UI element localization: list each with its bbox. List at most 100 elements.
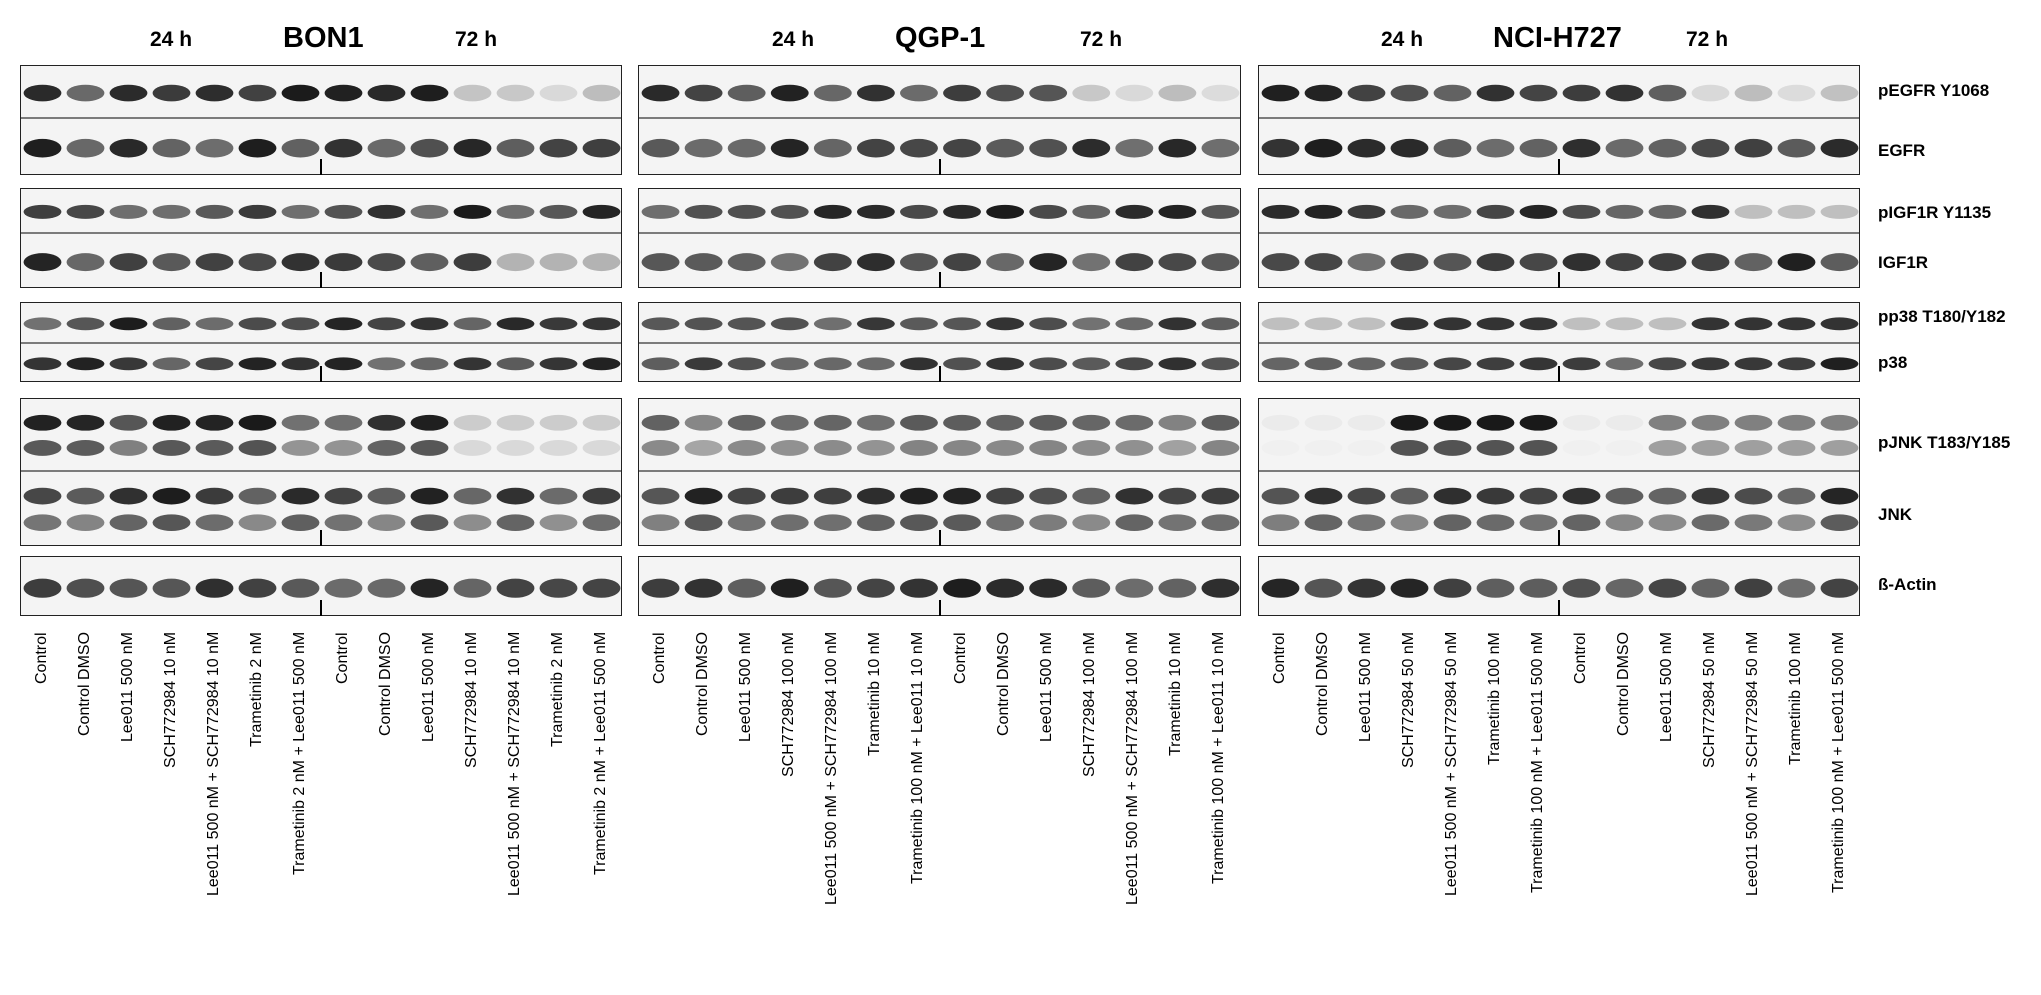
band (684, 84, 723, 102)
band (813, 138, 852, 158)
band (856, 204, 895, 219)
band (1820, 357, 1859, 371)
band (1777, 204, 1816, 219)
band (66, 487, 105, 505)
h727-time-72h: 72 h (1686, 28, 1729, 51)
band (1648, 138, 1687, 158)
band (453, 514, 492, 532)
band (684, 317, 723, 331)
band (900, 414, 938, 431)
time-divider (1558, 600, 1560, 616)
lane-label: Trametinib 100 nM + Lee011 500 nM (1528, 631, 1546, 893)
band (727, 138, 766, 158)
label-actin: ß-Actin (1878, 575, 1937, 594)
band (1029, 204, 1068, 219)
band (1072, 514, 1111, 532)
band (641, 204, 680, 219)
band (410, 253, 449, 272)
band (1158, 514, 1197, 532)
band (496, 204, 535, 219)
band (1777, 514, 1816, 532)
band (641, 440, 680, 456)
time-divider (938, 600, 941, 616)
band (1072, 84, 1111, 102)
band (943, 138, 981, 158)
band (900, 514, 938, 532)
band (195, 138, 234, 158)
band (109, 204, 148, 219)
band (770, 414, 809, 431)
band (1734, 138, 1773, 158)
band (367, 578, 406, 598)
band (1562, 487, 1601, 505)
band (582, 84, 621, 102)
band (641, 253, 680, 272)
band (1476, 204, 1515, 219)
band (539, 578, 578, 598)
blot-group (1258, 398, 1860, 546)
band (453, 578, 492, 598)
band (986, 84, 1025, 102)
band (943, 253, 981, 272)
band (856, 487, 895, 505)
band (324, 253, 363, 272)
band (1304, 440, 1343, 456)
band (813, 357, 852, 371)
band (1605, 414, 1644, 431)
band (1433, 440, 1472, 456)
band (1029, 317, 1068, 331)
band (410, 204, 449, 219)
band (582, 317, 621, 331)
band (986, 204, 1025, 219)
band (1734, 440, 1773, 456)
band (281, 253, 320, 272)
band (1201, 253, 1240, 272)
band (1304, 414, 1343, 431)
time-divider (938, 530, 941, 546)
band (900, 487, 938, 505)
band (727, 440, 766, 456)
band (238, 440, 277, 456)
band (1777, 414, 1816, 431)
band (1158, 317, 1197, 331)
band (1562, 357, 1601, 371)
band (1691, 204, 1730, 219)
band (641, 578, 680, 598)
band (23, 357, 62, 371)
band (727, 414, 766, 431)
bon1-time-72h: 72 h (455, 28, 498, 51)
band (1390, 138, 1429, 158)
band (582, 204, 621, 219)
band (539, 253, 578, 272)
band (582, 440, 621, 456)
band (770, 204, 809, 219)
lane-label: Control (1270, 632, 1288, 684)
band (281, 138, 320, 158)
band (943, 514, 981, 532)
band (900, 578, 938, 598)
band (1605, 357, 1644, 371)
band (238, 578, 277, 598)
band (195, 414, 234, 431)
band (900, 253, 938, 272)
band (109, 317, 148, 331)
band (281, 204, 320, 219)
band (1820, 204, 1859, 219)
label-pegfr: pEGFR Y1068 (1878, 81, 1990, 100)
band (1261, 487, 1300, 505)
band (109, 414, 148, 431)
band (1029, 578, 1068, 598)
band (1261, 514, 1300, 532)
band (1261, 440, 1300, 456)
band (23, 578, 62, 598)
band (1201, 440, 1240, 456)
band (1820, 317, 1859, 331)
band (1476, 357, 1515, 371)
band (281, 487, 320, 505)
band (1029, 414, 1068, 431)
band (1029, 440, 1068, 456)
h727-time-24h: 24 h (1381, 28, 1424, 51)
band (410, 578, 449, 598)
band (1605, 317, 1644, 331)
band (1115, 487, 1154, 505)
